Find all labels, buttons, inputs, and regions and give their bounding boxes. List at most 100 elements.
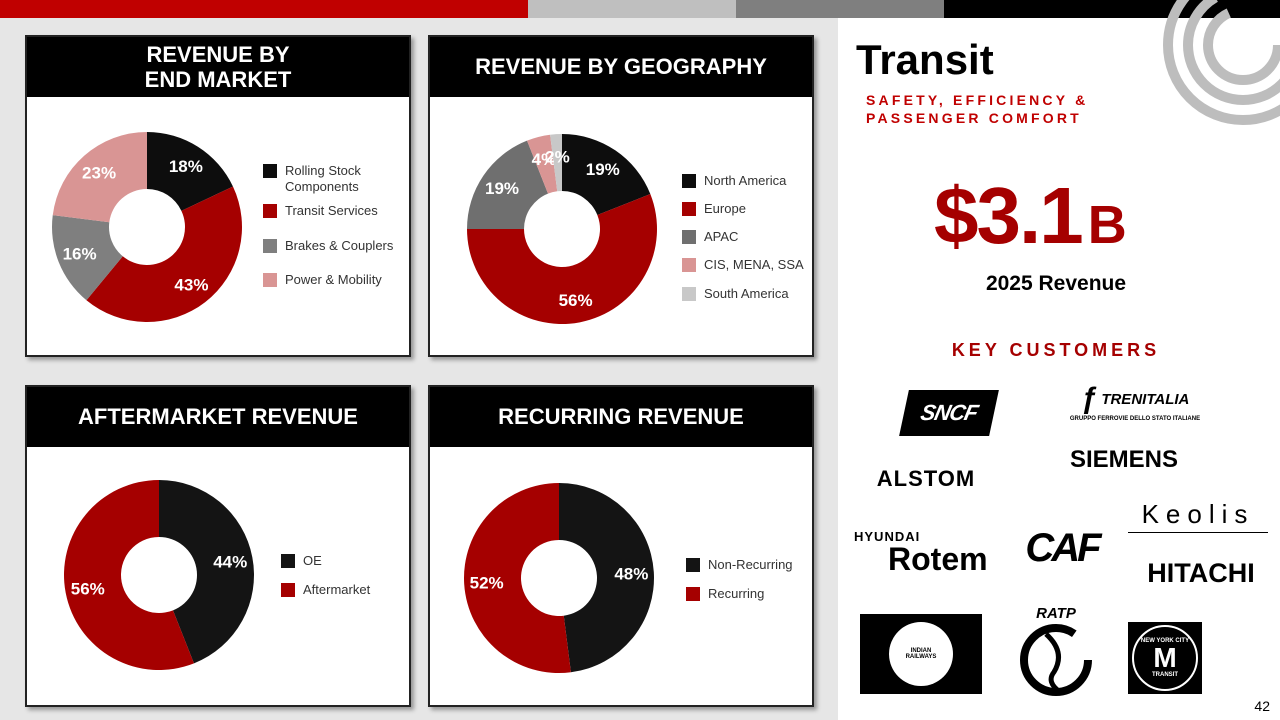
donut-slice: [147, 132, 233, 211]
legend-label: CIS, MENA, SSA: [704, 257, 804, 272]
hitachi-logo: HITACHI: [1130, 556, 1272, 590]
nyc-m-text: M: [1153, 642, 1177, 673]
donut-slice: [159, 480, 255, 664]
donut-slice: [527, 134, 558, 194]
donut-slice: [559, 483, 654, 673]
legend-item-rolling-stock: Rolling Stock Components: [263, 163, 403, 194]
legend-item-south-america: South America: [682, 286, 822, 302]
legend-swatch: [686, 558, 700, 572]
right-panel: Transit SAFETY, EFFICIENCY & PASSENGER C…: [838, 0, 1280, 720]
keolis-logo: Keolis: [1128, 496, 1268, 533]
legend-label: Transit Services: [285, 203, 378, 218]
donut-data-label: 4%: [532, 150, 557, 169]
recurring-title: RECURRING REVENUE: [430, 387, 812, 447]
legend-label: South America: [704, 286, 789, 301]
hitachi-text: HITACHI: [1147, 557, 1255, 588]
alstom-text: ALSTOM: [876, 466, 976, 491]
donut-slice: [52, 132, 148, 223]
legend-swatch: [281, 583, 295, 597]
donut-slice: [562, 134, 651, 216]
donut-data-label: 44%: [213, 552, 247, 571]
page-number: 42: [1254, 698, 1270, 714]
donut-data-label: 19%: [485, 179, 519, 198]
legend-swatch: [263, 239, 277, 253]
legend-swatch: [682, 230, 696, 244]
donut-data-label: 48%: [614, 564, 648, 583]
rotem-text: Rotem: [888, 540, 988, 577]
legend-item-aftermarket: Aftermarket: [281, 582, 421, 598]
aftermarket-title: AFTERMARKET REVENUE: [27, 387, 409, 447]
legend-item-oe: OE: [281, 553, 421, 569]
indian-railways-logo: INDIAN RAILWAYS: [860, 614, 982, 694]
revenue-label: 2025 Revenue: [985, 272, 1127, 295]
legend-label: Europe: [704, 201, 746, 216]
caf-logo: CAF: [1008, 526, 1116, 570]
legend-swatch: [263, 204, 277, 218]
trenitalia-mark-icon: ƒ: [1080, 382, 1098, 415]
donut-data-label: 18%: [169, 157, 203, 176]
legend-swatch: [682, 287, 696, 301]
geography-donut: 19% 56% 19% 4%2%: [467, 134, 657, 324]
legend-label: Recurring: [708, 586, 765, 601]
donut-slice: [86, 186, 242, 323]
top-bar-lightgray: [528, 0, 736, 18]
donut-data-label: 43%: [174, 275, 208, 294]
legend-label: Aftermarket: [303, 582, 371, 597]
legend-item-recurring: Recurring: [686, 586, 826, 602]
big-revenue: $3.1 B: [934, 170, 1127, 262]
end-market-donut: 18% 43% 16% 23%: [52, 132, 242, 323]
siemens-text: SIEMENS: [1069, 446, 1179, 473]
aftermarket-panel: AFTERMARKET REVENUE 44% 56% OE Aftermarke…: [25, 385, 411, 707]
legend-item-non-recurring: Non-Recurring: [686, 557, 826, 573]
legend-item-north-america: North America: [682, 173, 822, 189]
legend-label: OE: [303, 553, 322, 568]
sncf-logo-text: SNCF: [918, 400, 980, 425]
top-bar-gray: [736, 0, 944, 18]
legend-swatch: [281, 554, 295, 568]
legend-item-cis-mena: CIS, MENA, SSA: [682, 257, 822, 273]
legend-item-transit-services: Transit Services: [263, 203, 403, 219]
legend-swatch: [682, 202, 696, 216]
end-market-panel: REVENUE BY END MARKET 18% 43% 16% 23% Rolli…: [25, 35, 411, 357]
legend-label: Rolling Stock Components: [285, 163, 361, 194]
donut-slice: [550, 134, 562, 192]
legend-swatch: [263, 273, 277, 287]
geography-title: REVENUE BY GEOGRAPHY: [430, 37, 812, 97]
donut-slice: [463, 483, 571, 673]
donut-slice: [467, 194, 657, 324]
legend-label: North America: [704, 173, 787, 188]
trenitalia-text: TRENITALIA: [1101, 390, 1190, 408]
ratp-text: RATP: [1036, 604, 1076, 622]
page-title: Transit: [856, 36, 994, 83]
donut-data-label: 2%: [545, 148, 570, 167]
nyc-bottom-text: TRANSIT: [1152, 672, 1178, 678]
end-market-title: REVENUE BY END MARKET: [27, 37, 409, 97]
hyundai-text: HYUNDAI: [854, 528, 921, 544]
trenitalia-logo: ƒ TRENITALIA GRUPPO FERROVIE DELLO STATO…: [1060, 378, 1210, 426]
nyc-top-text: NEW YORK CITY: [1140, 638, 1190, 644]
legend-swatch: [263, 164, 277, 178]
recurring-panel: RECURRING REVENUE 48% 52% Non-Recurring R…: [428, 385, 814, 707]
keolis-text: Keolis: [1141, 498, 1255, 529]
hyundai-rotem-logo: HYUNDAI Rotem: [854, 526, 990, 576]
indian-railways-emblem-icon: INDIAN RAILWAYS: [889, 622, 953, 686]
legend-label: Non-Recurring: [708, 557, 793, 572]
key-customers-label: KEY CUSTOMERS: [951, 340, 1161, 360]
siemens-logo: SIEMENS: [1056, 444, 1192, 476]
subtitle: SAFETY, EFFICIENCY & PASSENGER COMFORT: [866, 92, 1089, 126]
top-bar-red: [0, 0, 528, 18]
ratp-emblem-icon: [1020, 623, 1092, 696]
nyc-transit-logo: NEW YORK CITY M TRANSIT: [1128, 622, 1202, 694]
donut-data-label: 19%: [586, 160, 620, 179]
donut-slice: [52, 215, 123, 301]
legend-label: Brakes & Couplers: [285, 238, 394, 253]
donut-slice: [467, 140, 549, 229]
legend-label: APAC: [704, 229, 739, 244]
legend-swatch: [682, 258, 696, 272]
donut-data-label: 56%: [71, 580, 105, 599]
legend-item-europe: Europe: [682, 201, 822, 217]
indian-railways-text: INDIAN RAILWAYS: [905, 648, 937, 660]
alstom-logo: ALSTOM: [868, 464, 984, 494]
trenitalia-subtext: GRUPPO FERROVIE DELLO STATO ITALIANE: [1069, 416, 1201, 422]
geography-panel: REVENUE BY GEOGRAPHY 19% 56% 19% 4% 2% North…: [428, 35, 814, 357]
